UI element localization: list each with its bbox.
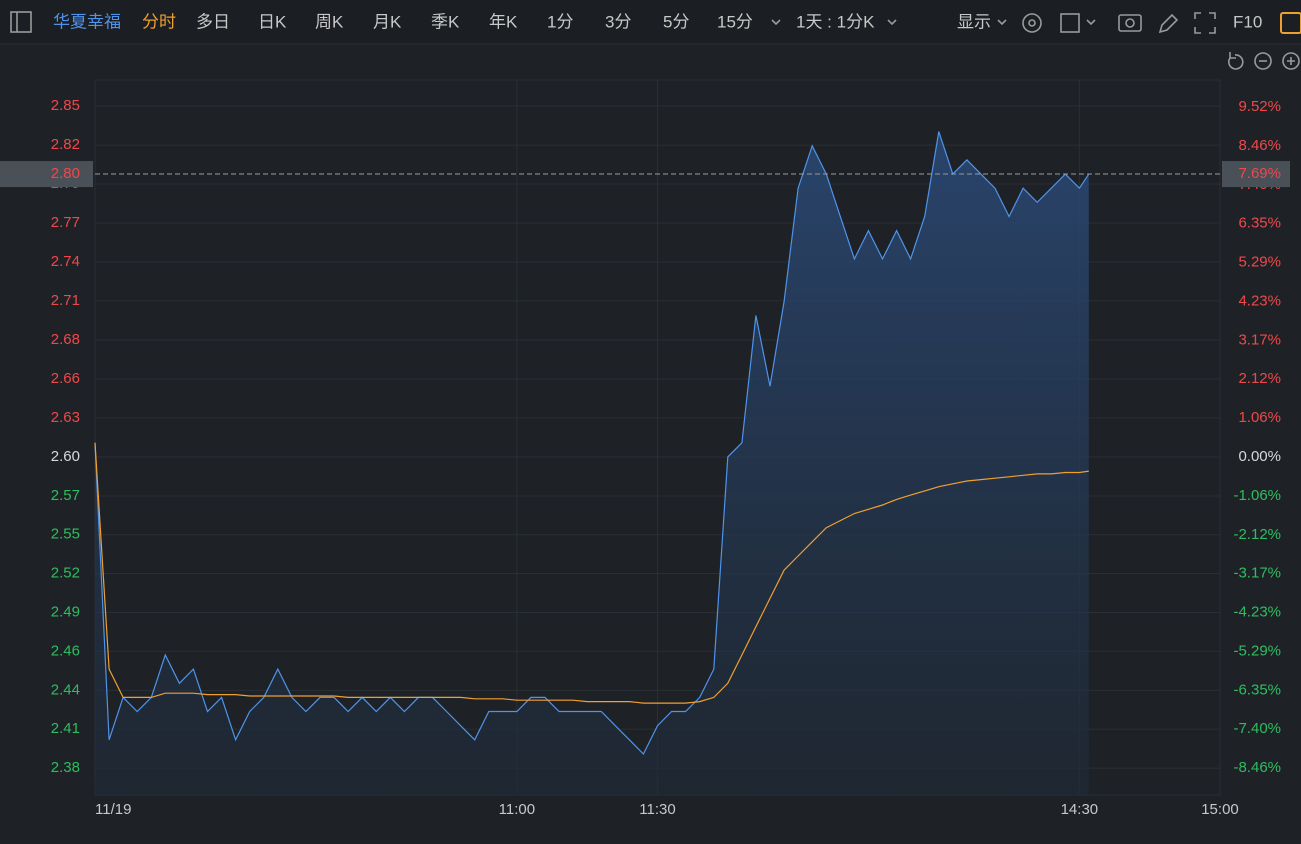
- toolbar: [0, 0, 1301, 44]
- y2-tick-label: -7.40%: [1233, 720, 1281, 737]
- y2-tick-label: 9.52%: [1238, 98, 1281, 115]
- x-tick-label: 14:30: [1061, 801, 1099, 818]
- last-change-label: 7.69%: [1238, 165, 1281, 182]
- period-tabs: 分时 多日 日K 周K 月K 季K 年K 1分 3分 5分 15分: [142, 12, 753, 31]
- side-panel-toggle[interactable]: [1280, 12, 1301, 34]
- price-area: [95, 131, 1089, 796]
- y-tick-label: 2.85: [51, 97, 80, 114]
- y2-tick-label: -1.06%: [1233, 487, 1281, 504]
- stock-name[interactable]: 华夏幸福: [53, 12, 121, 31]
- reset-icon[interactable]: [1227, 52, 1244, 70]
- dropdown-arrow: [1086, 19, 1096, 26]
- zoom-out[interactable]: [1254, 52, 1272, 70]
- y-tick-label: 2.52: [51, 564, 80, 581]
- display-menu[interactable]: 显示: [957, 12, 991, 31]
- settings-icon[interactable]: [1022, 13, 1042, 33]
- y2-tick-label: -6.35%: [1233, 682, 1281, 699]
- y2-tick-label: 1.06%: [1238, 409, 1281, 426]
- y-tick-label: 2.57: [51, 487, 80, 504]
- series-line: [94, 442, 1089, 704]
- y2-tick-label: 0.00%: [1238, 448, 1281, 465]
- y-tick-label: 2.44: [51, 681, 80, 698]
- period-tab[interactable]: 3分: [605, 12, 631, 31]
- zoom-in[interactable]: [1282, 52, 1300, 70]
- y2-tick-label: 4.23%: [1238, 292, 1281, 309]
- y2-tick-label: -2.12%: [1233, 526, 1281, 543]
- period-tab[interactable]: 日K: [258, 12, 287, 31]
- y2-tick-label: -3.17%: [1233, 565, 1281, 582]
- y-tick-label: 2.55: [51, 526, 80, 543]
- plot: [94, 131, 1222, 796]
- y-tick-label: 2.38: [51, 759, 80, 776]
- last-change-box: [1222, 161, 1290, 188]
- f10-button[interactable]: F10: [1233, 12, 1262, 31]
- period-tab[interactable]: 1分: [547, 12, 573, 31]
- y-tick-label: 2.74: [51, 253, 80, 270]
- y-tick-label: 2.60: [51, 448, 80, 465]
- screenshot-lens: [1125, 18, 1135, 28]
- series-line: [94, 131, 1090, 756]
- y2-tick-label: -4.23%: [1233, 604, 1281, 621]
- period-select[interactable]: 1天 : 1分K: [796, 12, 875, 31]
- last-price-label: 2.80: [51, 165, 80, 182]
- y2-tick-label: 2.12%: [1238, 370, 1281, 387]
- dropdown-arrow: [997, 19, 1007, 26]
- period-tab[interactable]: 季K: [431, 12, 460, 31]
- y2-tick-label: -5.29%: [1233, 643, 1281, 660]
- period-tab[interactable]: 5分: [663, 12, 689, 31]
- period-tab[interactable]: 多日: [196, 12, 230, 31]
- y-tick-label: 2.82: [51, 136, 80, 153]
- dropdown-arrow: [771, 19, 781, 26]
- sidebar-toggle[interactable]: [10, 11, 32, 33]
- period-tab[interactable]: 分时: [142, 12, 176, 31]
- period-tab[interactable]: 月K: [373, 12, 402, 31]
- period-tab[interactable]: 周K: [315, 12, 344, 31]
- y2-tick-label: 6.35%: [1238, 214, 1281, 231]
- y-tick-label: 2.66: [51, 370, 80, 387]
- period-tab[interactable]: 年K: [489, 12, 518, 31]
- y-tick-label: 2.46: [51, 642, 80, 659]
- dropdown-arrow: [887, 19, 897, 26]
- color-picker[interactable]: [1060, 13, 1080, 33]
- zoom-in-plus: [1287, 57, 1295, 65]
- y-tick-label: 2.68: [51, 331, 80, 348]
- x-tick-label: 11:00: [499, 801, 535, 818]
- axis-labels: 2.852.822.792.772.742.712.682.662.632.60…: [0, 97, 1290, 818]
- period-tab[interactable]: 15分: [717, 12, 753, 31]
- y-tick-label: 2.71: [51, 292, 80, 309]
- y2-tick-label: -8.46%: [1233, 759, 1281, 776]
- x-tick-label: 11:30: [639, 801, 675, 818]
- y2-tick-label: 5.29%: [1238, 253, 1281, 270]
- y2-tick-label: 8.46%: [1238, 137, 1281, 154]
- y-tick-label: 2.41: [51, 720, 80, 737]
- x-tick-label: 15:00: [1201, 801, 1239, 818]
- screenshot-icon[interactable]: [1118, 14, 1142, 32]
- draw-icon[interactable]: [1158, 13, 1179, 34]
- y-tick-label: 2.63: [51, 409, 80, 426]
- y-tick-label: 2.49: [51, 604, 80, 621]
- fullscreen-icon[interactable]: [1194, 12, 1216, 34]
- y2-tick-label: 3.17%: [1238, 331, 1281, 348]
- settings-icon-core: [1028, 19, 1036, 27]
- x-tick-label: 11/19: [95, 801, 131, 818]
- y-tick-label: 2.77: [51, 214, 80, 231]
- last-price-box: [0, 161, 93, 188]
